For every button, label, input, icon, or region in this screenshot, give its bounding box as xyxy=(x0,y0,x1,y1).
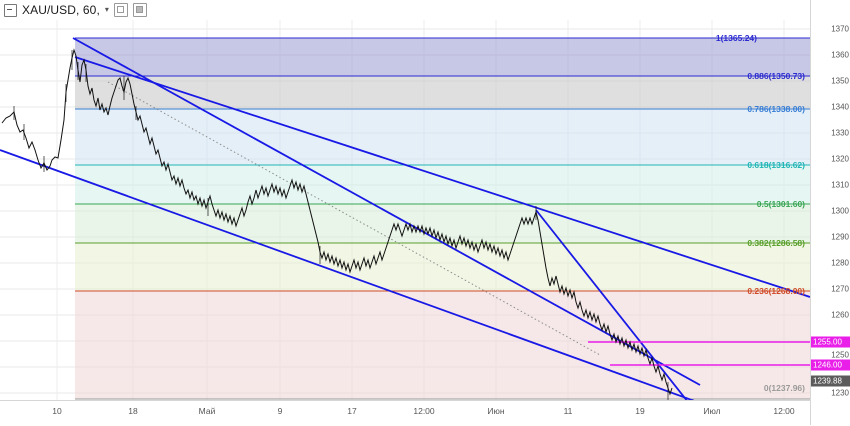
minus-box-icon[interactable] xyxy=(4,3,17,17)
chart-header: XAU/USD, 60, ▾ xyxy=(0,0,850,20)
x-tick: Июл xyxy=(703,406,721,416)
price-candles-texture xyxy=(13,50,669,400)
time-axis[interactable]: 10 18 Май 9 17 12:00 Июн 11 19 Июл 12:00 xyxy=(0,400,810,426)
chart-svg xyxy=(0,20,810,400)
y-tick: 1290 xyxy=(831,232,849,242)
price-line xyxy=(1,48,673,396)
x-tick: 9 xyxy=(277,406,283,416)
chart-plot-area[interactable]: 1(1365.24) 0.886(1350.73) 0.786(1338.00)… xyxy=(0,20,810,400)
chevron-down-icon[interactable]: ▾ xyxy=(104,5,109,14)
symbol-title[interactable]: XAU/USD, 60, xyxy=(22,3,100,17)
y-tick: 1340 xyxy=(831,102,849,112)
fib-label-0618: 0.618(1316.62) xyxy=(747,160,805,170)
y-tick: 1280 xyxy=(831,258,849,268)
y-tick: 1360 xyxy=(831,50,849,60)
fib-band-0886-0786 xyxy=(75,76,810,109)
y-tick: 1310 xyxy=(831,180,849,190)
y-tick: 1320 xyxy=(831,154,849,164)
fib-bands xyxy=(75,38,810,399)
y-tick: 1260 xyxy=(831,310,849,320)
price-axis[interactable]: 1370 1360 1350 1340 1330 1320 1310 1300 … xyxy=(810,0,850,425)
fib-label-0: 0(1237.96) xyxy=(763,383,805,393)
fib-label-05: 0.5(1301.60) xyxy=(756,199,805,209)
fib-lines xyxy=(75,37,810,400)
x-tick: 12:00 xyxy=(413,406,435,416)
fib-band-1-0886 xyxy=(75,38,810,76)
steep-downtrend-line[interactable] xyxy=(535,209,688,400)
fib-band-0786-0618 xyxy=(75,109,810,165)
y-tick: 1350 xyxy=(831,76,849,86)
price-badge-1255: 1255.00 xyxy=(811,336,850,348)
x-tick: 10 xyxy=(52,406,62,416)
fib-band-0236-0 xyxy=(75,291,810,399)
descending-channel-upper[interactable] xyxy=(72,37,701,386)
y-tick: 1230 xyxy=(831,388,849,398)
y-tick: 1370 xyxy=(831,24,849,34)
fib-label-0886: 0.886(1350.73) xyxy=(747,71,805,81)
x-tick: 19 xyxy=(635,406,645,416)
channel-parallel-upper[interactable] xyxy=(74,56,810,298)
x-tick: 11 xyxy=(563,406,573,416)
fib-band-0618-05 xyxy=(75,165,810,204)
y-tick: 1250 xyxy=(831,350,849,360)
x-tick: 18 xyxy=(128,406,138,416)
price-badge-last: 1239.88 xyxy=(811,375,850,387)
fib-band-0382-0236 xyxy=(75,243,810,291)
price-badge-1246: 1246.00 xyxy=(811,359,850,371)
x-tick: Июн xyxy=(487,406,505,416)
y-tick: 1330 xyxy=(831,128,849,138)
x-tick: 17 xyxy=(347,406,357,416)
fib-label-1: 1(1365.24) xyxy=(715,33,757,43)
fib-label-0382: 0.382(1286.58) xyxy=(747,238,805,248)
y-tick: 1300 xyxy=(831,206,849,216)
square-outline-icon[interactable] xyxy=(113,3,128,17)
y-tick: 1270 xyxy=(831,284,849,294)
x-tick: Май xyxy=(198,406,216,416)
fib-label-0786: 0.786(1338.00) xyxy=(747,104,805,114)
square-filled-icon[interactable] xyxy=(132,3,147,17)
x-tick: 12:00 xyxy=(773,406,795,416)
descending-channel-lower-visual[interactable] xyxy=(0,149,700,400)
fib-label-0236: 0.236(1268.00) xyxy=(747,286,805,296)
fib-anchor-dotted[interactable] xyxy=(107,81,601,356)
